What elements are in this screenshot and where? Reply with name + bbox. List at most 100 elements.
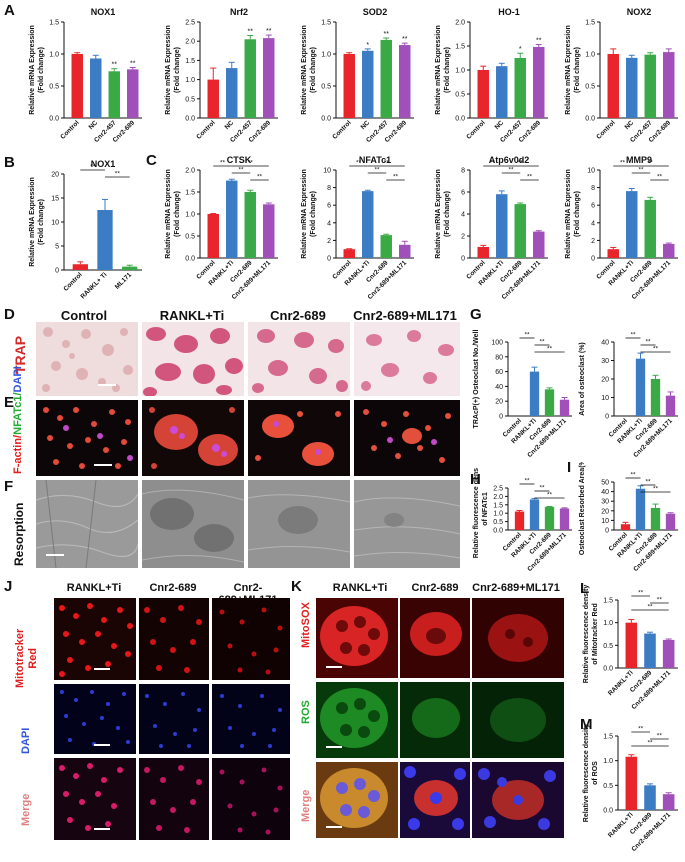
chart-mitotracker-density: Relative fluorescence density of Mitotrac… — [583, 585, 678, 711]
panel-letter-l: L — [580, 580, 590, 597]
y-tick-label: 40 — [601, 489, 609, 496]
y-tick-label: 0 — [605, 414, 609, 421]
y-tick-label: 0.0 — [321, 116, 331, 123]
panel-letter-e: E — [4, 394, 15, 411]
y-tick-label: 1.5 — [321, 20, 331, 27]
y-tick-label: 1.5 — [585, 20, 595, 27]
x-tick-label: Control — [595, 119, 616, 140]
y-tick-label: 2 — [461, 234, 465, 241]
y-axis-label: (Fold change) — [38, 199, 45, 245]
chart-nfatc1-fluorescence: Relative fluorescence density of NFATc1 0.… — [473, 468, 572, 573]
y-tick-label: 0.0 — [455, 116, 465, 123]
bar — [362, 50, 374, 118]
y-axis-label: (Fold change) — [174, 191, 181, 237]
bar — [644, 199, 656, 258]
bar — [514, 204, 526, 258]
significance-label: ** — [647, 604, 653, 611]
y-tick-label: 0.0 — [185, 116, 195, 123]
x-tick-label: Control — [62, 271, 83, 292]
y-tick-label: 1.5 — [455, 44, 465, 51]
y-tick-label: 6 — [327, 203, 331, 210]
bar — [665, 395, 676, 416]
bar — [399, 244, 411, 258]
k-row-merge: Merge — [300, 789, 312, 822]
bar — [559, 508, 570, 530]
chart-ros-density: Relative fluorescence density of ROS 0.0 0.… — [583, 724, 678, 853]
y-tick-label: 40 — [601, 340, 609, 347]
significance-label: ** — [524, 332, 530, 339]
chart-trap-count: TRAcP(+) Osteoclast No./Well 0 20 40 60 80 100… — [473, 330, 572, 459]
x-tick-label: Control — [331, 119, 352, 140]
significance-label: ** — [527, 174, 533, 181]
y-tick-label: 0.5 — [603, 643, 613, 650]
x-tick-label: NC — [360, 119, 372, 131]
y-tick-label: 5 — [55, 244, 59, 251]
bar — [620, 524, 631, 530]
significance-label: ** — [518, 160, 524, 167]
y-tick-label: 2.0 — [185, 168, 195, 175]
bar — [644, 54, 656, 118]
chart-title: MMP9 — [626, 155, 652, 165]
y-tick-label: 4 — [461, 212, 465, 219]
chart-title: Nrf2 — [230, 7, 248, 17]
y-tick-label: 2 — [327, 238, 331, 245]
y-tick-label: 10 — [601, 518, 609, 525]
chart-sod2: SOD2 Relative mRNA Expression (Fold change… — [301, 7, 414, 144]
panel-letter-i: I — [567, 459, 572, 476]
bar — [399, 45, 411, 118]
significance-label: ** — [238, 167, 244, 174]
y-tick-label: 10 — [601, 395, 609, 402]
x-tick-label: Control — [465, 119, 486, 140]
y-tick-label: 1.0 — [185, 77, 195, 84]
k-ros-cnr2 — [400, 682, 470, 758]
factin-image-cnr2-689-ml171 — [354, 400, 460, 476]
y-tick-label: 1.0 — [455, 68, 465, 75]
significance-label: ** — [248, 28, 254, 35]
y-tick-label: 1.0 — [321, 52, 331, 59]
significance-label: ** — [648, 160, 654, 167]
x-tick-label: RANKL+ Ti — [79, 271, 108, 300]
chart-title: NOX2 — [627, 7, 652, 17]
y-axis-label: Relative mRNA Expression — [565, 25, 572, 115]
y-axis-label: of NFATc1 — [482, 492, 489, 526]
resorption-image-control — [36, 480, 138, 568]
significance-label: ** — [115, 171, 121, 178]
y-axis-label: (Fold change) — [574, 47, 581, 93]
significance-label: ** — [657, 174, 663, 181]
x-tick-label: ML171 — [114, 271, 134, 291]
bar — [380, 235, 392, 258]
significance-label: ** — [384, 31, 390, 38]
col-header-control: Control — [60, 308, 108, 323]
significance-label: ** — [536, 38, 542, 45]
y-tick-label: 10 — [51, 220, 59, 227]
y-axis-label: (Fold change) — [444, 191, 451, 237]
chart-ho1: HO-1 Relative mRNA Expression (Fold change… — [435, 7, 548, 144]
y-axis-label: Area of osteoclast (%) — [579, 342, 586, 416]
y-tick-label: 2.0 — [455, 20, 465, 27]
bar — [362, 191, 374, 258]
y-tick-label: 1.5 — [603, 598, 613, 605]
trap-image-control — [36, 322, 138, 396]
y-tick-label: 20 — [601, 508, 609, 515]
bar — [644, 633, 656, 668]
y-tick-label: 0.5 — [49, 84, 59, 91]
chart-title: SOD2 — [363, 7, 388, 17]
significance-label: ** — [638, 590, 644, 597]
j-mito-rankl — [54, 598, 136, 680]
significance-label: ** — [266, 28, 272, 35]
y-axis-label: Relative mRNA Expression — [565, 169, 572, 259]
y-tick-label: 0.5 — [185, 96, 195, 103]
x-tick-label: NC — [224, 119, 236, 131]
bar — [122, 266, 138, 270]
k-row-ros: ROS — [300, 700, 312, 724]
j-dapi-rankl — [54, 684, 136, 754]
significance-label: ** — [248, 160, 254, 167]
y-axis-label: of Mitotracker Red — [592, 603, 599, 664]
significance-label: ** — [539, 339, 545, 346]
bar — [97, 210, 113, 270]
significance-label: ** — [539, 485, 545, 492]
bar — [559, 399, 570, 416]
bar — [343, 249, 355, 258]
y-axis-label: of ROS — [592, 761, 599, 785]
y-axis-label: (Fold change) — [38, 47, 45, 93]
